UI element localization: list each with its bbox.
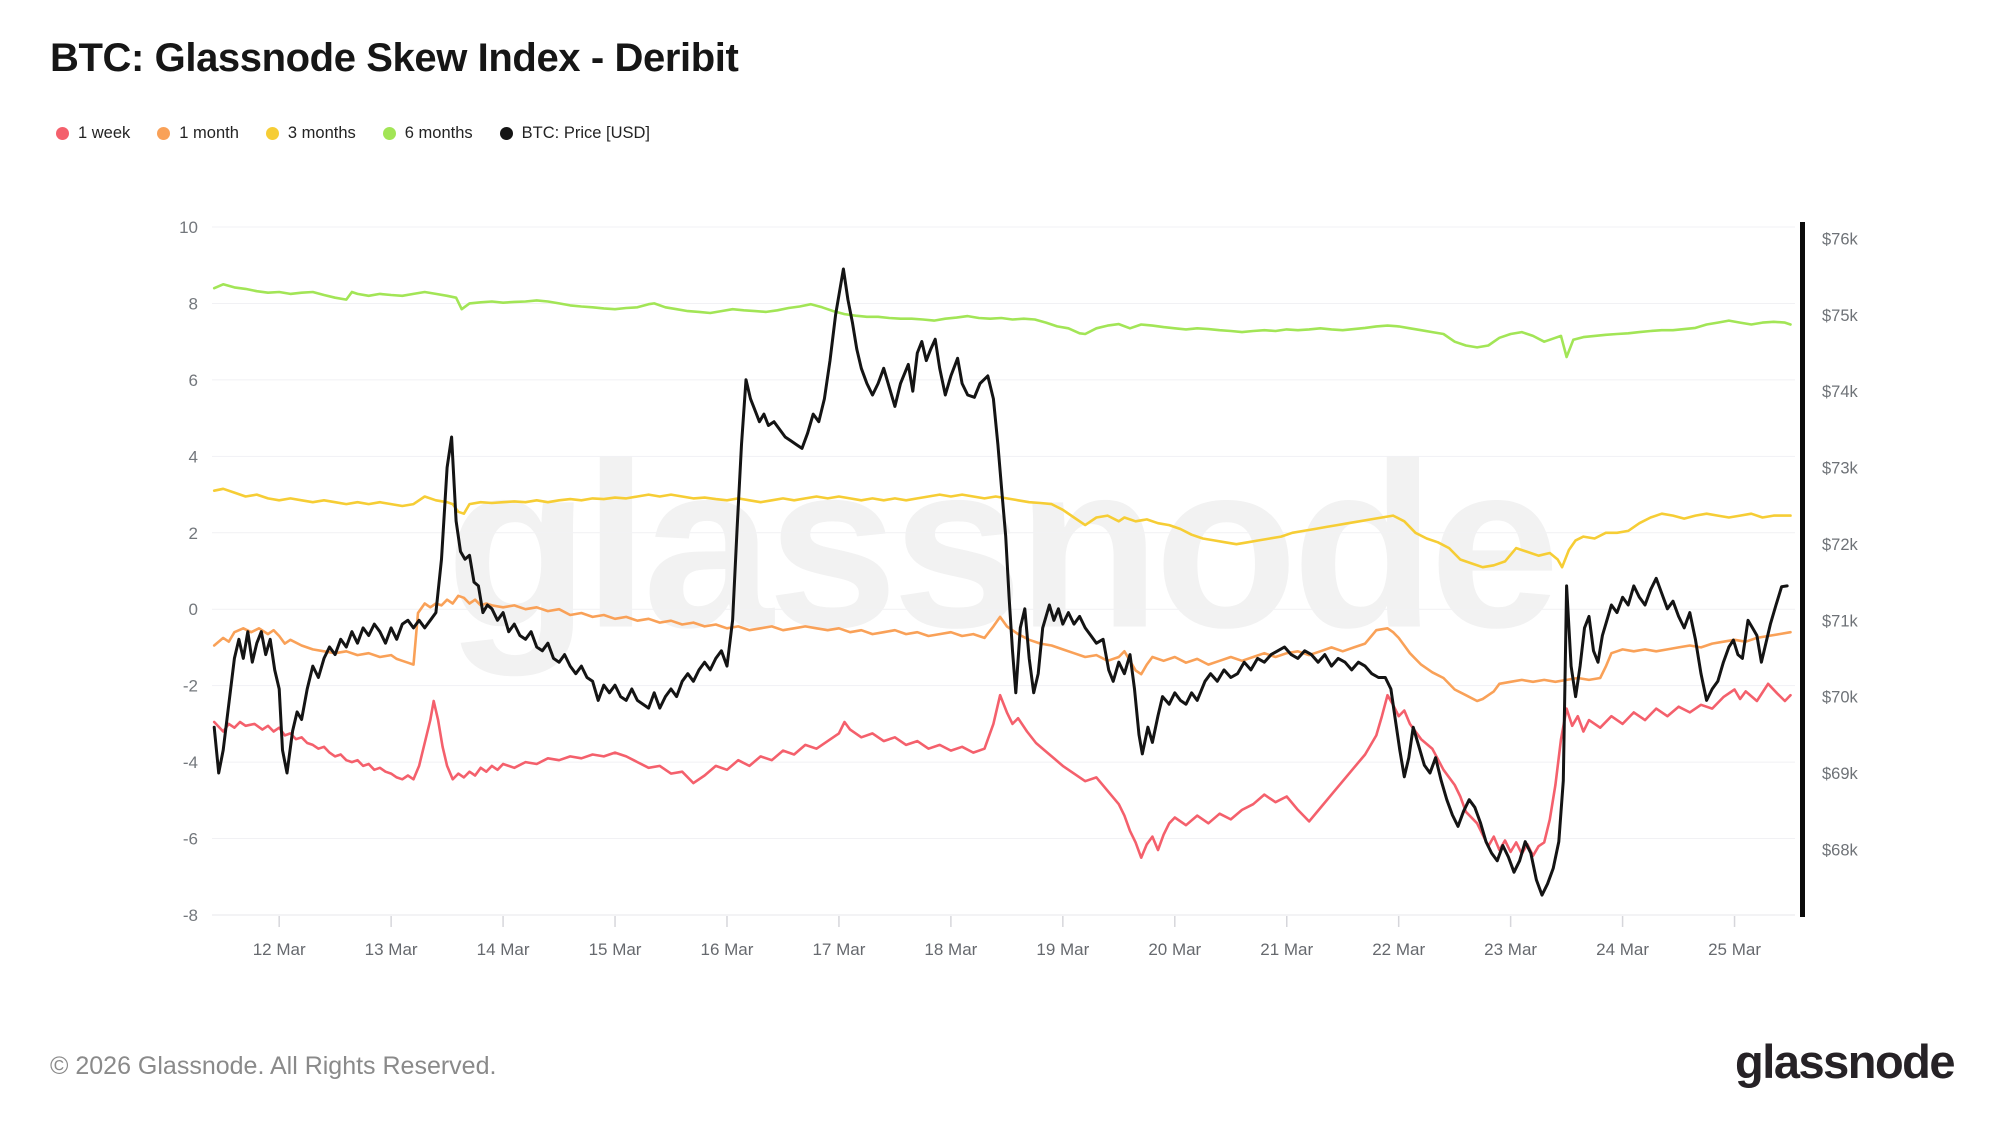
skew-axis-label: 10: [179, 218, 198, 237]
legend-item-btc-price-usd-[interactable]: BTC: Price [USD]: [499, 124, 651, 143]
skew-axis-label: 0: [189, 600, 198, 619]
price-axis-label: $75k: [1822, 307, 1859, 325]
legend-dot-icon: [157, 127, 171, 140]
legend-label: BTC: Price [USD]: [521, 124, 651, 142]
date-label: 25 Mar: [1708, 940, 1761, 959]
series-line-btc-price-usd-: [212, 267, 1789, 897]
price-axis-label: $71k: [1822, 612, 1859, 630]
glassnode-logo: glassnode: [1735, 1035, 1955, 1088]
legend-label: 1 month: [179, 124, 239, 142]
price-axis-label: $69k: [1822, 765, 1859, 783]
date-label: 16 Mar: [701, 940, 754, 959]
date-label: 14 Mar: [477, 940, 530, 959]
series-line-6-months: [212, 282, 1792, 359]
skew-axis-label: -8: [183, 906, 198, 925]
copyright-text: © 2026 Glassnode. All Rights Reserved.: [50, 1052, 497, 1080]
skew-axis-label: -4: [183, 753, 198, 772]
legend-item-1-month[interactable]: 1 month: [157, 124, 239, 143]
legend-item-6-months[interactable]: 6 months: [382, 124, 473, 143]
price-axis-label: $70k: [1822, 689, 1859, 707]
date-label: 19 Mar: [1036, 940, 1089, 959]
legend-label: 1 week: [78, 124, 131, 142]
price-axis-label: $68k: [1822, 841, 1859, 859]
legend-dot-icon: [382, 127, 396, 140]
series-line-1-month: [212, 594, 1792, 703]
legend: 1 week 1 month 3 months 6 months BTC: Price …: [56, 124, 650, 143]
skew-axis-label: 2: [189, 524, 198, 543]
skew-axis-label: -6: [183, 830, 198, 849]
date-label: 21 Mar: [1260, 940, 1313, 959]
price-axis-bar: [1800, 222, 1805, 917]
legend-dot-icon: [265, 127, 279, 140]
date-label: 12 Mar: [253, 940, 306, 959]
skew-axis-label: -2: [183, 677, 198, 696]
date-label: 13 Mar: [365, 940, 418, 959]
skew-axis-label: 8: [189, 294, 198, 313]
legend-dot-icon: [56, 127, 69, 140]
date-label: 17 Mar: [812, 940, 865, 959]
legend-label: 3 months: [287, 124, 356, 142]
date-label: 18 Mar: [924, 940, 977, 959]
date-label: 20 Mar: [1148, 940, 1201, 959]
price-axis-label: $76k: [1822, 230, 1859, 248]
skew-axis-label: 4: [189, 447, 198, 466]
price-axis-label: $73k: [1822, 460, 1859, 478]
legend-item-1-week[interactable]: 1 week: [56, 124, 130, 143]
date-label: 24 Mar: [1596, 940, 1649, 959]
series-line-3-months: [212, 487, 1792, 569]
series-line-1-week: [212, 682, 1792, 860]
price-axis-label: $74k: [1822, 383, 1859, 401]
price-axis-label: $72k: [1822, 536, 1859, 554]
date-label: 23 Mar: [1484, 940, 1537, 959]
legend-dot-icon: [499, 127, 513, 140]
page-title: BTC: Glassnode Skew Index - Deribit: [50, 36, 739, 80]
skew-axis-label: 6: [189, 371, 198, 390]
legend-item-3-months[interactable]: 3 months: [265, 124, 356, 143]
date-label: 15 Mar: [589, 940, 642, 959]
legend-label: 6 months: [404, 124, 473, 142]
date-label: 22 Mar: [1372, 940, 1425, 959]
